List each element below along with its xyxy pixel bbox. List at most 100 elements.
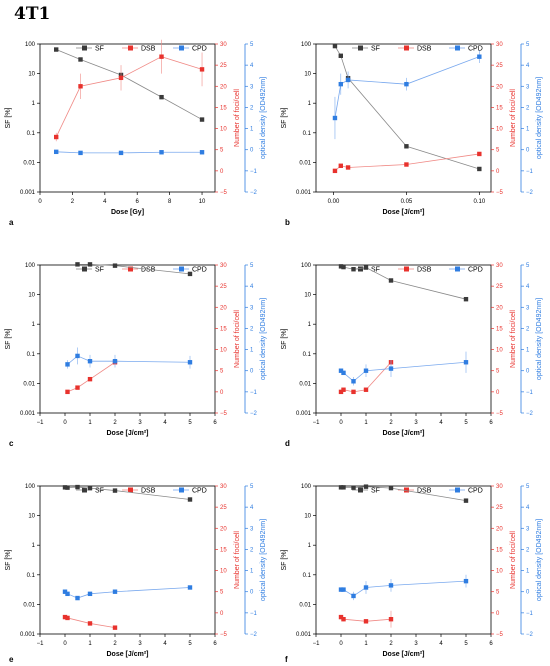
x-tick-label: −1 [313,420,321,426]
y-left-tick-label: 100 [301,263,312,269]
x-tick-label: 1 [364,420,368,426]
data-point-sf [187,497,193,502]
y-left-tick-label: 0.1 [303,573,312,579]
y-right2-tick-label: −1 [526,390,534,396]
x-axis-label: Dose [J/cm²] [106,430,148,437]
data-point-cpd [341,587,346,592]
legend-marker [128,487,133,493]
y-right2-tick-label: −2 [250,632,258,638]
panel-label: d [285,439,290,448]
y-left-tick-label: 1 [308,543,312,549]
y-right1-tick-label: 15 [220,326,227,332]
data-point-sf [404,144,409,149]
y-right1-tick-label: 15 [496,547,503,553]
y-right1-tick-label: 10 [496,348,503,354]
data-point-dsb [338,163,343,168]
y-right2-axis-label: optical density [OD492nm] [536,77,543,159]
data-point-sf [112,263,118,268]
y-right2-tick-label: 1 [526,127,530,133]
data-point-dsb [345,165,351,170]
data-point-sf [75,484,80,490]
y-left-axis-label: SF [%] [5,328,12,349]
data-point-dsb [54,134,59,140]
y-left-tick-label: 100 [25,484,36,490]
data-point-dsb [65,615,70,621]
data-point-cpd [363,368,369,373]
x-tick-label: 10 [199,199,206,205]
data-point-sf [78,57,83,62]
y-left-tick-label: 0.01 [23,160,35,166]
legend-entry: DSB [417,46,432,53]
y-left-tick-label: 1 [308,322,312,328]
x-tick-label: 1 [88,420,92,426]
legend-entry: DSB [417,488,432,495]
y-right2-tick-label: 5 [250,263,254,269]
series-line-dsb [67,361,116,393]
y-left-tick-label: 0.1 [303,352,312,358]
legend-entry: DSB [141,267,156,274]
legend-entry: DSB [141,488,156,495]
y-right1-tick-label: −5 [496,411,504,417]
y-right2-axis-label: optical density [OD492nm] [260,77,267,159]
y-right1-tick-label: 20 [496,305,503,311]
y-right2-tick-label: −1 [250,169,258,175]
data-point-cpd [341,370,346,376]
y-left-axis-label: SF [%] [5,107,12,128]
data-point-dsb [87,621,93,626]
y-left-axis-label: SF [%] [281,107,288,128]
y-right1-tick-label: 15 [496,326,503,332]
y-left-tick-label: 0.1 [27,573,36,579]
data-point-cpd [463,578,469,584]
data-point-cpd [332,115,338,121]
data-point-cpd [363,585,369,590]
data-point-dsb [341,617,346,622]
y-left-tick-label: 0.001 [20,190,36,196]
data-point-sf [463,296,469,302]
legend-entry: SF [95,488,104,495]
y-right1-tick-label: 10 [496,569,503,575]
y-left-tick-label: 0.001 [20,632,36,638]
legend-marker [358,266,363,272]
data-point-cpd [463,360,469,365]
y-right1-axis-label: Number of foci/cell [234,89,241,147]
y-right1-tick-label: −5 [496,632,504,638]
data-point-sf [54,47,59,52]
y-right1-tick-label: 0 [220,611,224,617]
y-right1-tick-label: 30 [220,484,227,490]
data-point-sf [388,485,394,491]
y-right2-tick-label: 4 [526,63,530,69]
y-right2-tick-label: 1 [250,348,254,354]
y-left-tick-label: 1 [32,543,36,549]
data-point-cpd [65,362,70,367]
data-point-sf [338,53,343,58]
y-right1-tick-label: 25 [496,505,503,511]
series-line-cpd [64,587,191,599]
data-point-dsb [338,614,344,620]
y-right2-axis-label: optical density [OD492nm] [260,298,267,380]
data-point-sf [87,262,93,267]
y-right1-tick-label: 25 [496,63,503,69]
y-right2-tick-label: −1 [250,611,258,617]
legend-entry: SF [371,46,380,53]
x-axis-label: Dose [Gy] [111,209,144,216]
legend-entry: SF [371,488,380,495]
x-tick-label: 0.10 [473,199,485,205]
data-point-sf [351,267,356,272]
legend-entry: CPD [192,488,207,495]
data-point-sf [463,498,469,503]
legend-marker [128,45,133,51]
data-point-dsb [65,389,70,395]
legend-entry: DSB [141,46,156,53]
y-right1-tick-label: 5 [496,369,500,375]
y-right2-tick-label: 5 [250,42,254,48]
y-left-tick-label: 100 [25,42,36,48]
data-point-cpd [75,595,80,601]
x-tick-label: 5 [464,420,468,426]
data-point-cpd [388,366,394,371]
y-right2-tick-label: 1 [526,348,530,354]
data-point-dsb [75,385,80,390]
panel-label: b [285,218,290,227]
